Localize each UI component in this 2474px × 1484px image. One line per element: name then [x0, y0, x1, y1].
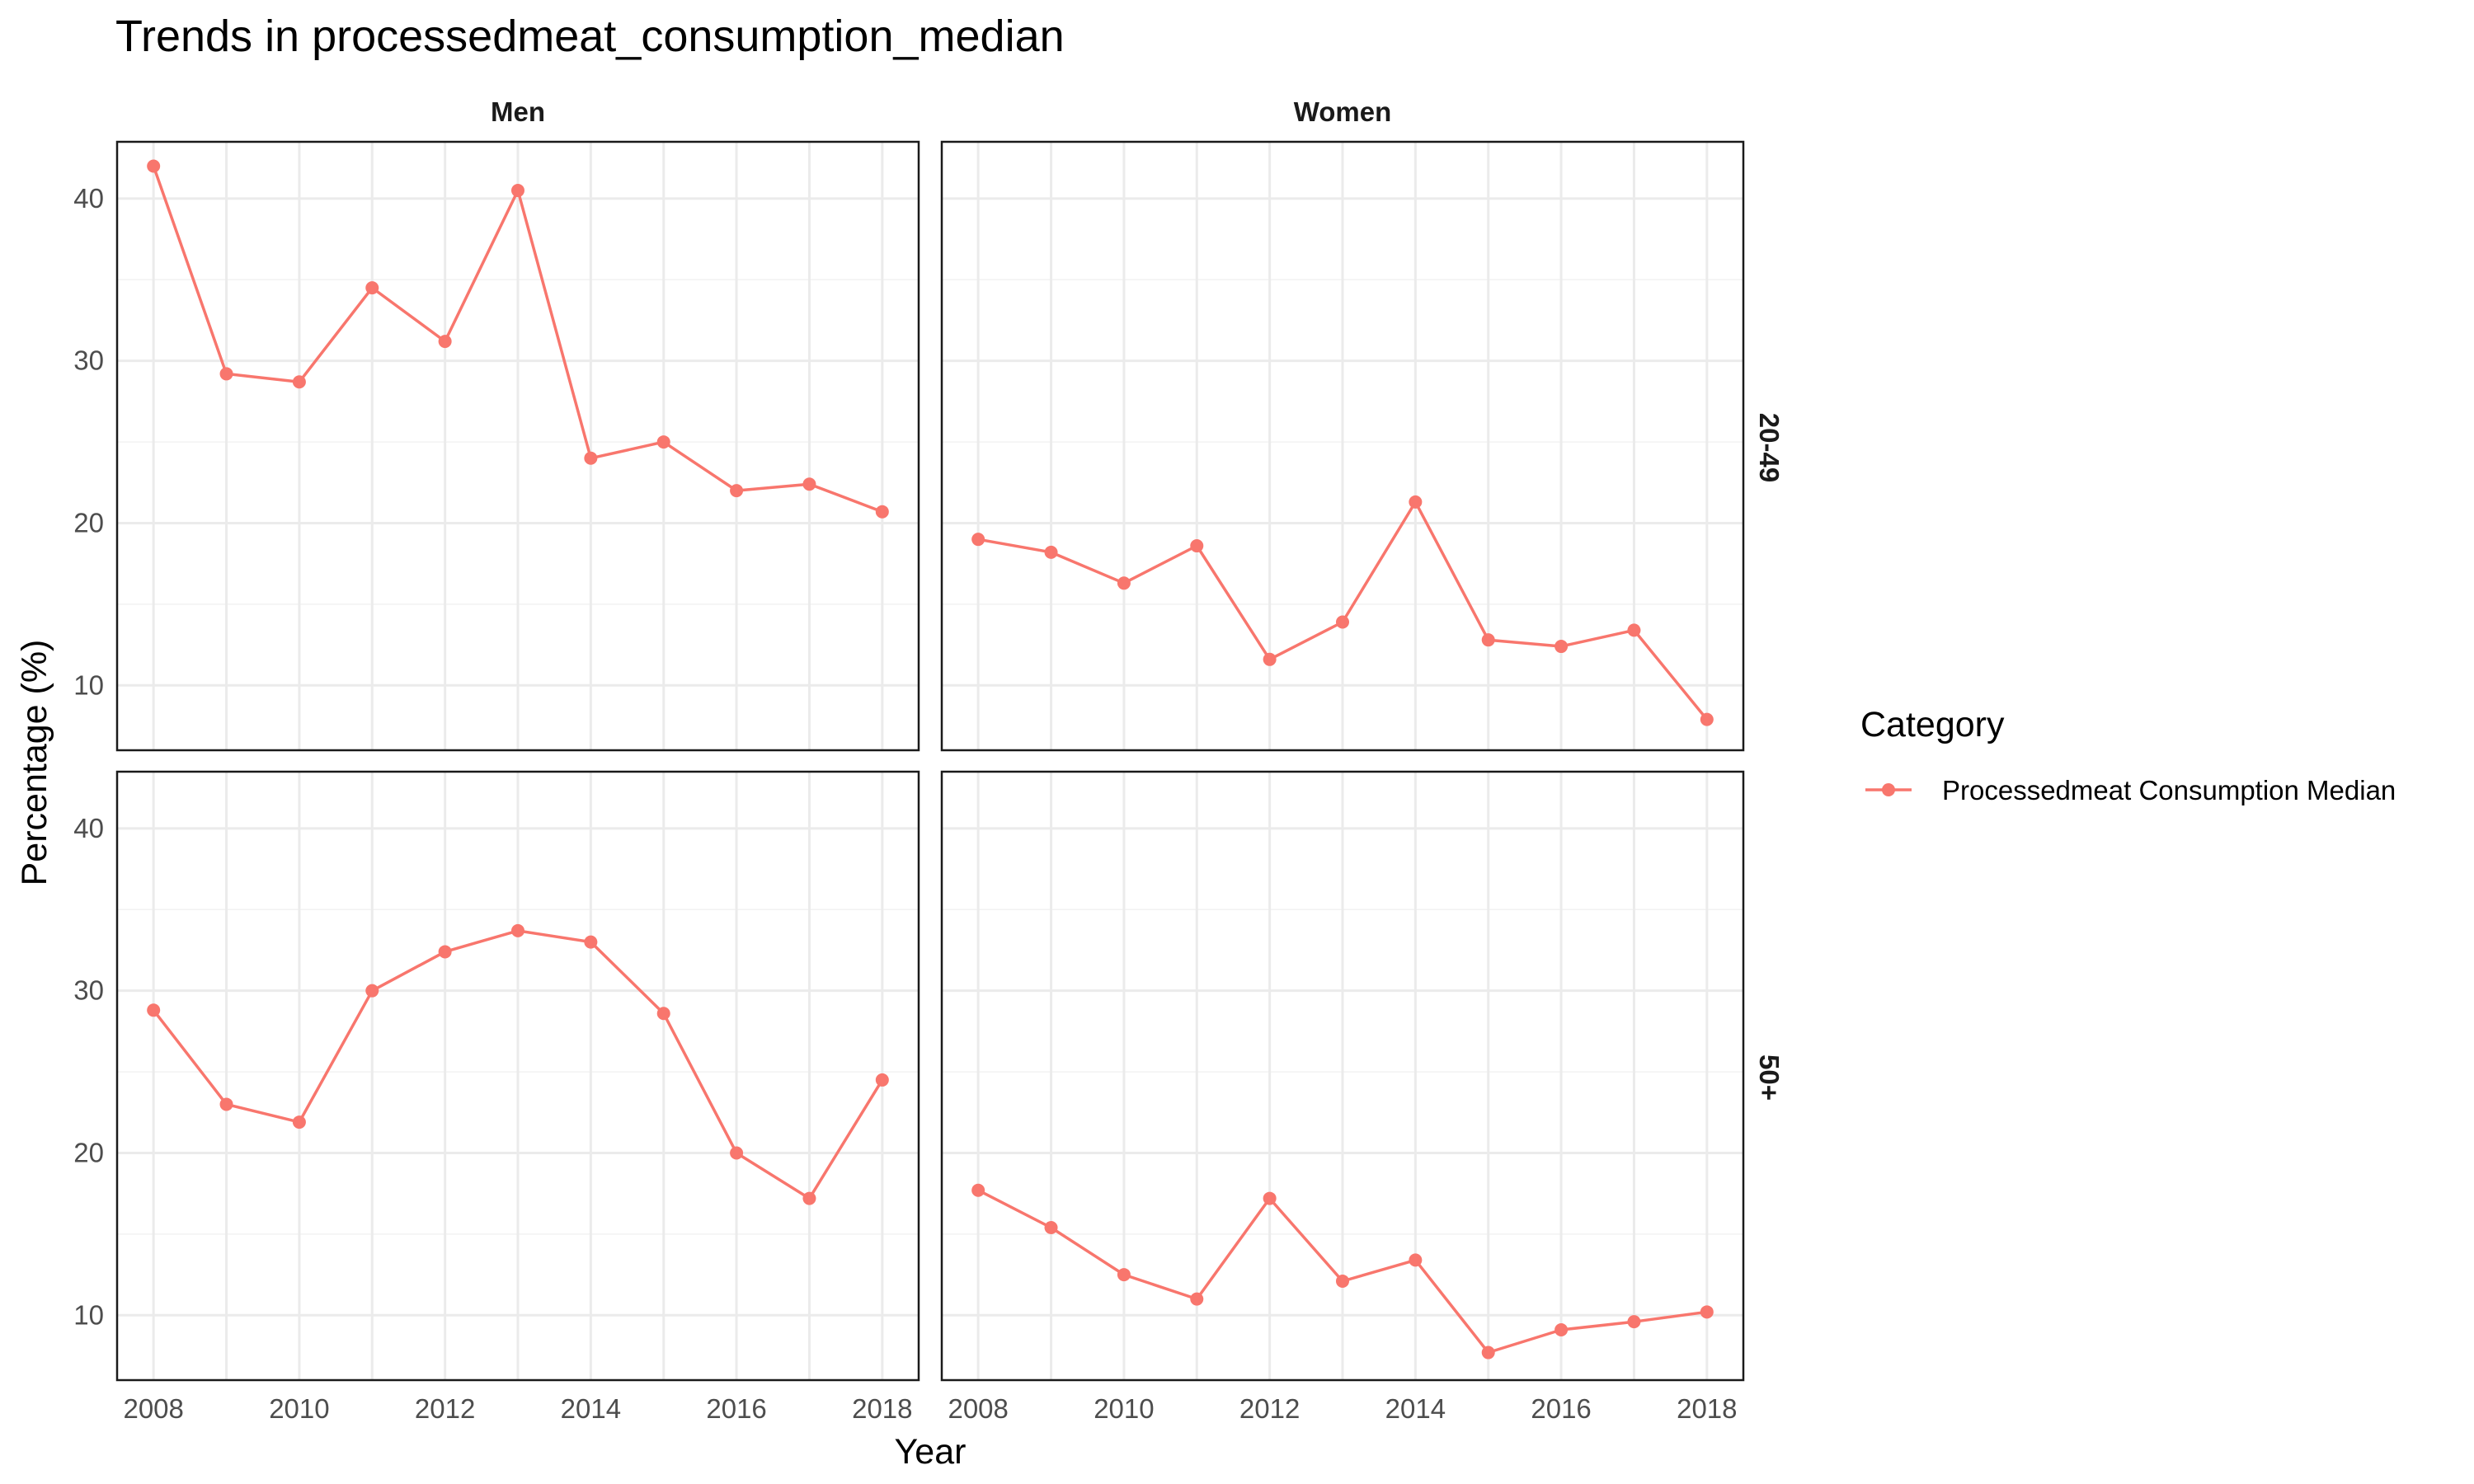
x-tick-label: 2008	[123, 1393, 183, 1424]
panel-men-20-49-point-2015	[656, 435, 670, 449]
y-tick-label: 10	[73, 669, 104, 700]
y-tick-label: 40	[73, 813, 104, 843]
panel-women-50plus-point-2018	[1700, 1305, 1714, 1319]
facet-strip-50plus: 50+	[1754, 1054, 1785, 1101]
y-tick-label: 20	[73, 1137, 104, 1167]
facet-strip-men: Men	[491, 96, 545, 127]
panel-men-50plus-point-2013	[511, 923, 524, 937]
legend-title: Category	[1860, 705, 2005, 744]
panel-men-50plus-frame	[115, 770, 920, 1382]
panel-men-50plus-point-2014	[584, 935, 598, 949]
panel-women-20-49-point-2010	[1117, 576, 1131, 590]
panel-men-50plus-point-2018	[875, 1073, 889, 1087]
panel-women-20-49-point-2013	[1336, 615, 1349, 629]
legend-key-point	[1882, 783, 1895, 796]
panel-women-20-49-point-2017	[1627, 623, 1641, 637]
panel-men-50plus-point-2015	[656, 1007, 670, 1021]
panel-women-20-49-point-2015	[1481, 633, 1495, 647]
y-tick-label: 30	[73, 345, 104, 376]
x-tick-label: 2016	[706, 1393, 766, 1424]
y-axis-title: Percentage (%)	[15, 640, 54, 886]
panel-men-50plus-point-2008	[147, 1003, 161, 1017]
x-tick-label: 2012	[415, 1393, 475, 1424]
panel-men-20-49-point-2008	[147, 159, 161, 173]
panel-women-50plus-point-2011	[1190, 1292, 1204, 1306]
panel-men-20-49-frame	[115, 140, 920, 752]
panel-women-20-49-point-2016	[1554, 640, 1569, 654]
panel-women-50plus-point-2017	[1627, 1315, 1641, 1329]
panel-men-20-49-point-2011	[365, 281, 379, 295]
legend-entry-label: Processedmeat Consumption Median	[1942, 775, 2396, 805]
x-tick-label: 2014	[561, 1393, 621, 1424]
chart-title: Trends in processedmeat_consumption_medi…	[115, 12, 1065, 61]
series-layer	[147, 159, 1714, 1360]
tick-labels: 10 20 30 40 10 20 30 40 2008 2010 2012 2014 2016 2018…	[73, 183, 1737, 1424]
panel-women-50plus-point-2013	[1336, 1274, 1349, 1288]
panel-women-50plus-frame	[940, 770, 1745, 1382]
panel-men-20-49-point-2017	[802, 477, 816, 491]
panel-men-20-49-point-2016	[730, 484, 744, 498]
x-tick-label: 2014	[1385, 1393, 1446, 1424]
panel-men-20-49-point-2012	[438, 335, 452, 349]
panel-women-50plus-point-2012	[1263, 1191, 1277, 1205]
panel-men-50plus-point-2010	[292, 1115, 306, 1129]
panel-women-20-49-point-2009	[1044, 545, 1058, 559]
x-tick-label: 2016	[1531, 1393, 1591, 1424]
panel-women-50plus-point-2014	[1409, 1253, 1423, 1267]
panel-women-20-49-point-2018	[1700, 712, 1714, 726]
facet-strip-20-49: 20-49	[1754, 413, 1785, 482]
panel-men-20-49-point-2013	[511, 184, 524, 198]
panel-women-20-49-frame	[940, 140, 1745, 752]
panel-women-50plus-point-2009	[1044, 1221, 1058, 1235]
panel-men-20-49-point-2014	[584, 451, 598, 465]
x-tick-label: 2018	[1677, 1393, 1737, 1424]
x-tick-label: 2008	[948, 1393, 1008, 1424]
facet-strip-women: Women	[1294, 96, 1392, 127]
x-tick-label: 2010	[1094, 1393, 1154, 1424]
x-tick-label: 2010	[269, 1393, 329, 1424]
panel-men-50plus-point-2017	[802, 1191, 816, 1205]
panel-women-50plus-point-2015	[1481, 1345, 1495, 1360]
panel-men-20-49-point-2010	[292, 375, 306, 389]
y-tick-label: 10	[73, 1299, 104, 1330]
panel-men-50plus-point-2016	[730, 1146, 744, 1160]
x-axis-title: Year	[895, 1432, 967, 1472]
panel-men-20-49-point-2009	[219, 367, 233, 381]
grid-layer	[117, 142, 1743, 1380]
panel-men-20-49-point-2018	[875, 505, 889, 519]
panel-women-20-49-point-2014	[1409, 495, 1423, 509]
panel-women-50plus-point-2008	[971, 1183, 985, 1197]
panel-women-20-49-point-2008	[971, 533, 985, 547]
panel-frames	[115, 140, 1745, 1382]
legend: Category Processedmeat Consumption Media…	[1860, 705, 2396, 805]
panel-men-50plus-point-2012	[438, 945, 452, 959]
panel-men-50plus-point-2011	[365, 984, 379, 998]
panel-women-20-49-point-2012	[1263, 652, 1277, 666]
panel-women-50plus-point-2016	[1554, 1322, 1569, 1336]
x-tick-label: 2018	[852, 1393, 912, 1424]
panel-women-50plus-point-2010	[1117, 1268, 1131, 1282]
panel-women-20-49-point-2011	[1190, 539, 1204, 553]
y-tick-label: 20	[73, 507, 104, 538]
y-tick-label: 40	[73, 183, 104, 214]
panel-men-50plus-point-2009	[219, 1097, 233, 1111]
x-tick-label: 2012	[1239, 1393, 1300, 1424]
y-tick-label: 30	[73, 975, 104, 1006]
